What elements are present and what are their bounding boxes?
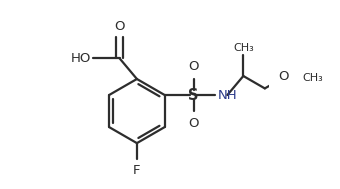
Text: O: O [188,60,199,73]
Text: O: O [114,20,125,33]
Text: HO: HO [71,52,91,65]
Text: CH₃: CH₃ [302,73,323,83]
Text: CH₃: CH₃ [233,43,254,53]
Text: NH: NH [218,88,237,101]
Text: O: O [278,70,289,83]
Text: S: S [188,88,199,102]
Text: O: O [188,117,199,130]
Text: F: F [133,164,141,177]
